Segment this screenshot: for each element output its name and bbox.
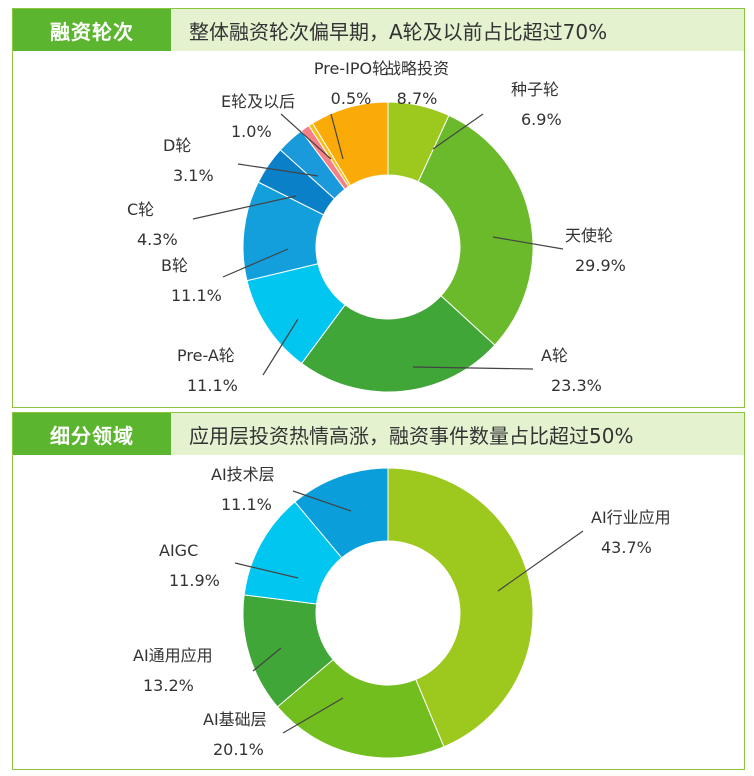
slice-label-a: A轮 [541,346,568,365]
slice-ai [276,658,445,759]
slice-value-a: 23.3% [551,376,602,395]
leader-line-ai [252,647,282,672]
segment-panel: 细分领域 应用层投资热情高涨，融资事件数量占比超过50% AI行业应用 43.7%… [12,412,745,770]
slice-value-ai: 13.2% [143,676,194,695]
slice-label-pre-a: Pre-A轮 [177,346,235,365]
slice-value-c: 4.3% [137,230,178,249]
slice-item [417,114,534,346]
leader-line-pre-a [262,318,299,376]
slice-label-item: 天使轮 [565,226,613,245]
leader-line-pre-ipo [330,113,344,160]
section-headline: 整体融资轮次偏早期，A轮及以前占比超过70% [171,9,744,51]
leader-line-c [192,195,297,220]
slice-label-ai: AI基础层 [203,710,267,729]
slice-label-aigc: AIGC [159,541,198,560]
slice-value-b: 11.1% [171,286,222,305]
slice-value-ai: 43.7% [601,538,652,557]
section-tag: 融资轮次 [13,9,171,51]
slice-label-ai: AI通用应用 [133,646,213,665]
leader-line-item [432,113,484,150]
slice-value-d: 3.1% [173,166,214,185]
slice-value-pre-a: 11.1% [187,376,238,395]
slice-value-ai: 20.1% [213,740,264,759]
slice-value-item: 8.7% [397,89,438,108]
slice-label-item: 种子轮 [511,80,559,99]
slice-value-item: 29.9% [575,256,626,275]
slice-item [311,101,389,187]
section-tag: 细分领域 [13,413,171,455]
slice-label-ai: AI技术层 [211,465,275,484]
slice-ai [294,467,389,559]
slice-value-aigc: 11.9% [169,571,220,590]
segment-donut-chart: AI行业应用 43.7% AI基础层 20.1% AI通用应用 13.2% AIGC 11.9… [133,465,671,759]
leader-line-a [412,366,534,370]
slice-label-pre-ipo: Pre-IPO轮 [314,59,388,78]
section-headline: 应用层投资热情高涨，融资事件数量占比超过50% [171,413,744,455]
slice-label-item: 战略投资 [385,59,449,78]
slice-label-b: B轮 [161,256,188,275]
leader-line-item [492,236,564,250]
slice-label-d: D轮 [163,136,191,155]
leader-line-ai [282,697,344,734]
leader-line-ai [292,490,352,512]
leader-line-ai [497,530,584,592]
leader-line-e [280,113,332,160]
leader-line-b [222,248,289,278]
slice-label-e: E轮及以后 [221,92,295,111]
slice-value-item: 6.9% [521,110,562,129]
slice-value-ai: 11.1% [221,495,272,514]
leader-line-d [237,163,319,177]
slice-ai [387,467,534,748]
funding-round-panel: 融资轮次 整体融资轮次偏早期，A轮及以前占比超过70% 种子轮 6.9% 天使轮 29… [12,8,745,408]
slice-label-c: C轮 [127,200,154,219]
slice-label-ai: AI行业应用 [591,508,671,527]
slice-value-e: 1.0% [231,122,272,141]
funding-round-donut-chart: 种子轮 6.9% 天使轮 29.9% A轮 23.3% Pre-A轮 11.1% B轮 11.1%… [127,59,626,395]
slices [242,467,534,759]
slices [242,101,534,393]
leader-line-aigc [234,562,299,579]
slice-value-pre-ipo: 0.5% [331,89,372,108]
